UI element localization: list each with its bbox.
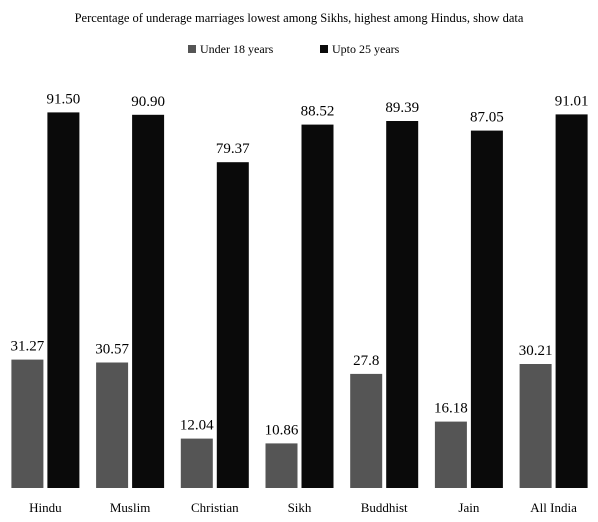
bar-under-18-christian <box>180 438 213 488</box>
value-label-upto-25-sikh: 88.52 <box>301 104 335 120</box>
bar-under-18-jain <box>434 421 467 488</box>
legend-label-under-18: Under 18 years <box>200 42 274 56</box>
category-labels-group: Hindu Muslim Christian Sikh Buddhist Jain All … <box>29 500 577 515</box>
bars-group <box>11 112 588 489</box>
value-label-under-18-christian: 12.04 <box>180 418 214 434</box>
chart-subtitle: Percentage of underage marriages lowest … <box>75 11 524 25</box>
bar-upto-25-hindu <box>47 112 80 489</box>
value-label-upto-25-buddhist: 89.39 <box>385 100 419 116</box>
legend-swatch-upto-25 <box>320 45 328 53</box>
bar-under-18-sikh <box>265 443 298 488</box>
bar-under-18-hindu <box>11 359 44 488</box>
legend: Under 18 years Upto 25 years <box>188 42 400 56</box>
bar-upto-25-muslim <box>132 114 165 489</box>
category-label-sikh: Sikh <box>288 500 312 515</box>
value-label-upto-25-muslim: 90.90 <box>131 94 165 110</box>
category-label-all-india: All India <box>530 500 577 515</box>
legend-label-upto-25: Upto 25 years <box>332 42 400 56</box>
value-label-under-18-muslim: 30.57 <box>95 342 129 358</box>
bar-under-18-all-india <box>519 364 552 488</box>
value-label-under-18-sikh: 10.86 <box>265 422 299 438</box>
value-label-upto-25-all-india: 91.01 <box>555 93 589 109</box>
category-label-hindu: Hindu <box>29 500 62 515</box>
bar-upto-25-jain <box>470 130 503 488</box>
category-label-christian: Christian <box>191 500 239 515</box>
value-label-under-18-all-india: 30.21 <box>519 343 553 359</box>
value-label-upto-25-christian: 79.37 <box>216 141 250 157</box>
bar-upto-25-christian <box>216 162 249 488</box>
category-label-jain: Jain <box>458 500 479 515</box>
value-label-under-18-buddhist: 27.8 <box>353 353 379 369</box>
bar-upto-25-buddhist <box>386 121 419 488</box>
value-labels-group: 31.27 91.50 30.57 90.90 12.04 79.37 10.86 88.52… <box>11 91 589 438</box>
bar-under-18-buddhist <box>350 373 383 488</box>
bar-upto-25-all-india <box>555 114 588 489</box>
value-label-under-18-hindu: 31.27 <box>11 339 45 355</box>
category-label-buddhist: Buddhist <box>361 500 408 515</box>
value-label-upto-25-jain: 87.05 <box>470 110 504 126</box>
value-label-upto-25-hindu: 91.50 <box>47 91 81 107</box>
value-label-under-18-jain: 16.18 <box>434 401 468 417</box>
category-label-muslim: Muslim <box>110 500 150 515</box>
bar-under-18-muslim <box>96 362 129 488</box>
legend-swatch-under-18 <box>188 45 196 53</box>
bar-upto-25-sikh <box>301 124 334 488</box>
